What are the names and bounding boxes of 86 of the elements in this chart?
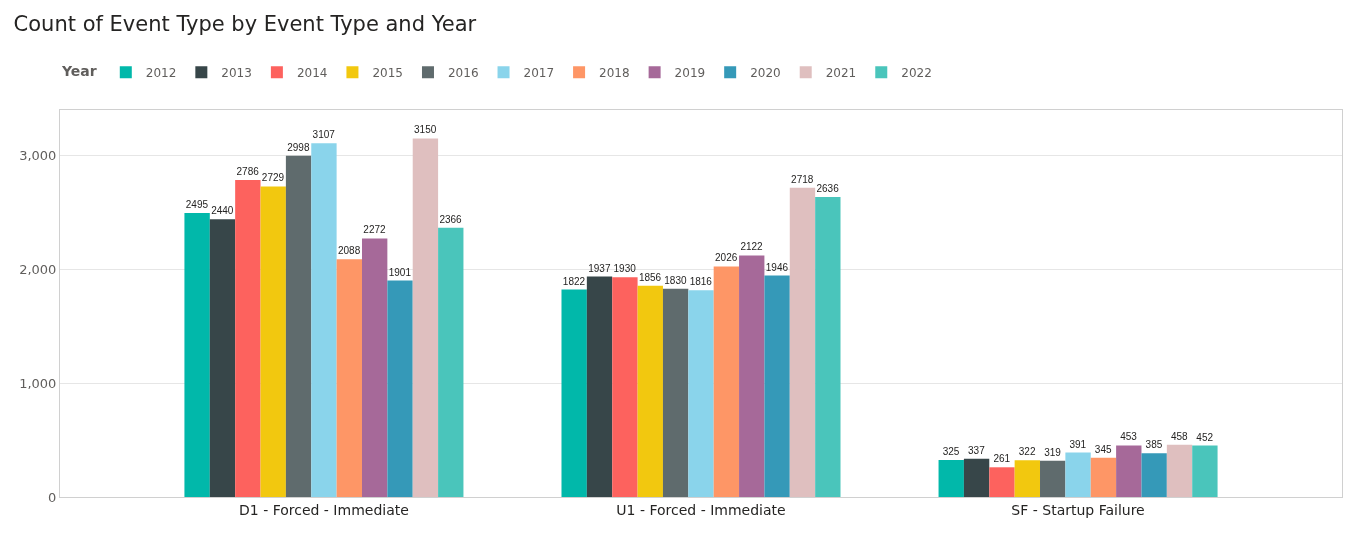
data-label: 2366: [439, 213, 463, 225]
legend-label: 2012: [145, 65, 177, 80]
bar: [260, 186, 286, 497]
bar: [989, 467, 1015, 497]
data-label: 1901: [388, 266, 412, 278]
bar: [586, 276, 613, 497]
bar: [387, 280, 413, 497]
legend-label: 2020: [750, 65, 781, 80]
legend-label: 2015: [372, 65, 403, 80]
data-label: 325: [942, 446, 960, 458]
bar: [1192, 445, 1218, 497]
data-label: 2026: [715, 252, 738, 264]
data-label: 261: [993, 453, 1011, 465]
bar: [612, 277, 638, 497]
data-label: 2122: [740, 241, 764, 253]
y-tick-label: 3,000: [19, 148, 57, 164]
data-label: 2636: [816, 182, 840, 194]
bar: [184, 213, 210, 497]
x-tick-label: SF - Startup Failure: [1011, 501, 1145, 518]
bar: [438, 227, 464, 497]
bar: [764, 275, 790, 497]
legend-label: 2019: [674, 65, 706, 80]
data-label: 458: [1170, 430, 1189, 442]
legend-label: 2022: [901, 65, 932, 80]
bar: [688, 290, 714, 497]
legend-label: 2018: [599, 65, 630, 80]
legend-label: 2013: [221, 65, 252, 80]
chart-title: Count of Event Type by Event Type and Year: [13, 11, 477, 36]
data-label: 345: [1094, 443, 1112, 455]
y-tick-label: 2,000: [19, 261, 57, 277]
bar: [336, 259, 362, 497]
data-label: 337: [968, 444, 986, 456]
data-label: 2495: [185, 199, 209, 211]
legend-label: 2016: [447, 65, 479, 80]
bar: [1014, 460, 1041, 497]
bar: [815, 196, 841, 497]
data-label: 2088: [337, 245, 361, 257]
data-label: 1822: [562, 275, 586, 287]
data-label: 1856: [638, 271, 662, 283]
bar: [713, 266, 740, 497]
data-label: 1946: [765, 261, 789, 273]
bar: [1065, 452, 1091, 497]
bar: [311, 143, 337, 497]
bar: [285, 155, 312, 497]
data-label: 391: [1069, 438, 1087, 450]
data-label: 2272: [363, 224, 387, 236]
bar: [209, 219, 236, 497]
legend-label: 2014: [296, 65, 328, 80]
bar: [637, 285, 663, 497]
bar: [1166, 444, 1193, 497]
data-label: 3107: [312, 129, 336, 141]
data-label: 2440: [211, 205, 234, 217]
data-label: 1937: [588, 262, 611, 274]
data-label: 1816: [689, 276, 713, 288]
bar: [1040, 460, 1066, 497]
bar: [412, 138, 439, 497]
y-tick-label: 1,000: [19, 375, 57, 391]
data-label: 1930: [613, 263, 637, 275]
legend-label: 2021: [825, 65, 857, 80]
data-label: 2718: [791, 173, 814, 185]
bar: [235, 179, 261, 497]
bar: [938, 460, 964, 497]
data-label: 452: [1196, 431, 1214, 443]
x-tick-label: D1 - Forced - Immediate: [239, 501, 409, 518]
bar: [1116, 445, 1142, 497]
data-label: 2729: [261, 172, 285, 184]
x-tick-label: U1 - Forced - Immediate: [616, 501, 786, 518]
data-label: 2786: [236, 165, 260, 177]
y-tick-label: 0: [48, 489, 57, 505]
data-label: 453: [1120, 431, 1138, 443]
data-label: 385: [1145, 439, 1163, 451]
bar: [789, 187, 816, 497]
data-label: 1830: [664, 274, 687, 286]
legend-title: Year: [61, 62, 97, 79]
bar: [963, 458, 990, 497]
bar: [1141, 453, 1167, 497]
bar: [1090, 457, 1117, 497]
data-label: 2998: [287, 141, 310, 153]
bar: [662, 288, 689, 497]
bar: [739, 255, 765, 497]
legend-label: 2017: [523, 65, 555, 80]
bar: [561, 289, 587, 497]
data-label: 322: [1018, 446, 1036, 458]
data-label: 3150: [414, 124, 437, 136]
data-label: 319: [1044, 446, 1062, 458]
bar: [361, 238, 388, 497]
